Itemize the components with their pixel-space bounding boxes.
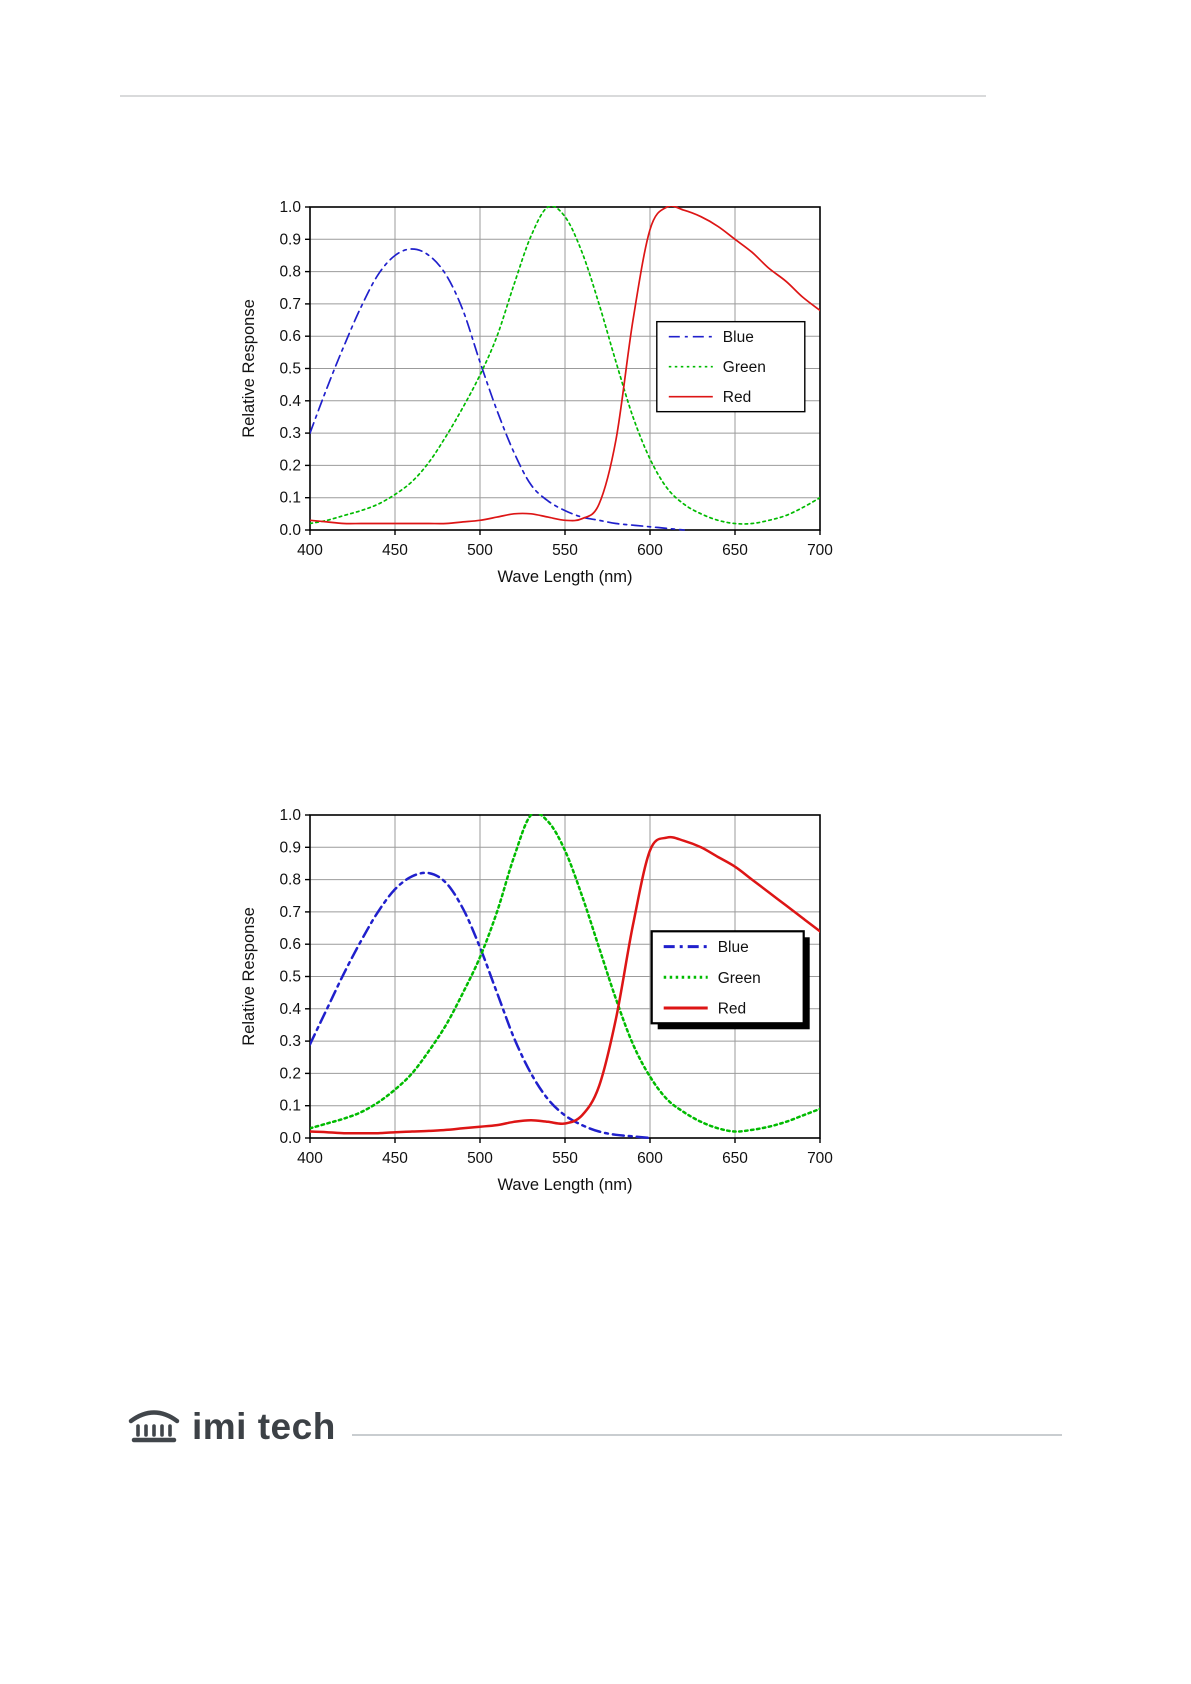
y-tick-label: 0.4: [279, 393, 301, 410]
x-axis-label: Wave Length (nm): [497, 568, 632, 586]
y-tick-label: 0.7: [279, 296, 301, 313]
y-tick-label: 0.0: [279, 522, 301, 539]
series-green-curve: [310, 206, 820, 525]
series-red-curve: [310, 835, 820, 1135]
y-axis-label: Relative Response: [240, 299, 258, 438]
y-tick-label: 0.5: [279, 361, 301, 378]
y-tick-label: 0.8: [279, 264, 301, 281]
x-tick-label: 700: [807, 1150, 833, 1167]
legend-label-green: Green: [723, 359, 766, 376]
y-tick-label: 1.0: [279, 199, 301, 216]
y-tick-label: 0.8: [279, 872, 301, 889]
legend-label-green: Green: [718, 970, 761, 987]
x-tick-label: 500: [467, 542, 493, 559]
header-divider: [120, 95, 986, 97]
series-red-curve: [310, 206, 820, 525]
y-tick-label: 0.9: [279, 231, 301, 248]
imitech-logo: imi tech: [126, 1404, 336, 1448]
y-tick-label: 0.1: [279, 1098, 301, 1115]
x-tick-label: 600: [637, 1150, 663, 1167]
legend-label-red: Red: [718, 1000, 746, 1017]
series-blue-curve: [310, 248, 685, 531]
x-tick-label: 600: [637, 542, 663, 559]
legend-label-red: Red: [723, 389, 751, 406]
footer-divider: [352, 1434, 1062, 1436]
y-axis-label: Relative Response: [240, 907, 258, 1046]
x-tick-label: 400: [297, 1150, 323, 1167]
x-tick-label: 450: [382, 542, 408, 559]
series-green-curve: [310, 814, 820, 1133]
spectral-response-chart-top: 400 450 500 550 600 650 700 0.0 0.1 0.2 0.3 0.4 0.5 0…: [240, 199, 833, 586]
spectral-response-chart-bottom: 400 450 500 550 600 650 700 0.0 0.1 0.2 0.3 0.4 0.5 0…: [240, 807, 833, 1194]
y-tick-label: 0.3: [279, 1033, 301, 1050]
y-tick-label: 0.6: [279, 936, 301, 953]
series-blue-curve: [310, 871, 652, 1139]
y-tick-label: 0.3: [279, 425, 301, 442]
x-axis-label: Wave Length (nm): [497, 1176, 632, 1194]
legend-label-blue: Blue: [723, 329, 754, 346]
y-tick-label: 0.0: [279, 1130, 301, 1147]
y-tick-label: 0.9: [279, 839, 301, 856]
imitech-logo-icon: [128, 1410, 180, 1443]
x-tick-label: 450: [382, 1150, 408, 1167]
y-tick-label: 1.0: [279, 807, 301, 824]
x-tick-label: 650: [722, 542, 748, 559]
x-tick-label: 500: [467, 1150, 493, 1167]
x-tick-label: 550: [552, 542, 578, 559]
y-tick-label: 0.2: [279, 1065, 301, 1082]
x-tick-label: 700: [807, 542, 833, 559]
x-tick-label: 650: [722, 1150, 748, 1167]
y-tick-label: 0.1: [279, 490, 301, 507]
x-tick-label: 400: [297, 542, 323, 559]
y-tick-label: 0.7: [279, 904, 301, 921]
y-tick-label: 0.5: [279, 969, 301, 986]
y-tick-label: 0.4: [279, 1001, 301, 1018]
y-tick-label: 0.6: [279, 328, 301, 345]
logo-text: imi tech: [192, 1405, 336, 1447]
x-tick-label: 550: [552, 1150, 578, 1167]
y-tick-label: 0.2: [279, 457, 301, 474]
legend-label-blue: Blue: [718, 939, 749, 956]
